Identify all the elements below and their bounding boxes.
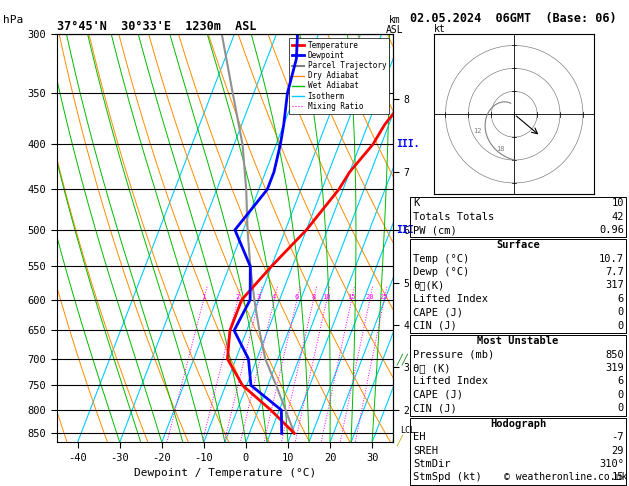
Text: ╱: ╱ — [396, 434, 402, 446]
Text: Dewp (°C): Dewp (°C) — [413, 267, 469, 277]
Text: kt: kt — [434, 24, 446, 34]
Text: 20: 20 — [365, 294, 374, 300]
Text: 10.7: 10.7 — [599, 254, 624, 264]
Text: PW (cm): PW (cm) — [413, 225, 457, 235]
Text: CAPE (J): CAPE (J) — [413, 307, 463, 317]
Text: 29: 29 — [611, 446, 624, 456]
Text: 0: 0 — [618, 390, 624, 400]
Text: StmDir: StmDir — [413, 459, 451, 469]
Text: CAPE (J): CAPE (J) — [413, 390, 463, 400]
Text: 1: 1 — [201, 294, 206, 300]
Text: Surface: Surface — [496, 240, 540, 250]
Text: 317: 317 — [605, 280, 624, 291]
Text: 15: 15 — [611, 472, 624, 483]
Text: SREH: SREH — [413, 446, 438, 456]
Text: 4: 4 — [272, 294, 276, 300]
Text: -7: -7 — [611, 433, 624, 442]
Text: 0: 0 — [618, 403, 624, 413]
Text: CIN (J): CIN (J) — [413, 403, 457, 413]
Text: 15: 15 — [347, 294, 356, 300]
Text: 10: 10 — [323, 294, 331, 300]
Text: 18: 18 — [496, 146, 504, 152]
Text: Most Unstable: Most Unstable — [477, 336, 559, 347]
Text: StmSpd (kt): StmSpd (kt) — [413, 472, 482, 483]
Text: 37°45'N  30°33'E  1230m  ASL: 37°45'N 30°33'E 1230m ASL — [57, 20, 256, 33]
Text: 6: 6 — [618, 377, 624, 386]
Text: Totals Totals: Totals Totals — [413, 212, 494, 222]
Text: Pressure (mb): Pressure (mb) — [413, 350, 494, 360]
Text: Lifted Index: Lifted Index — [413, 294, 488, 304]
Text: ╱╱: ╱╱ — [396, 353, 408, 364]
Text: 02.05.2024  06GMT  (Base: 06): 02.05.2024 06GMT (Base: 06) — [410, 12, 616, 25]
Text: θᴜ(K): θᴜ(K) — [413, 280, 445, 291]
Text: CIN (J): CIN (J) — [413, 321, 457, 330]
Text: 310°: 310° — [599, 459, 624, 469]
Text: 0.96: 0.96 — [599, 225, 624, 235]
Text: 3: 3 — [257, 294, 261, 300]
Legend: Temperature, Dewpoint, Parcel Trajectory, Dry Adiabat, Wet Adiabat, Isotherm, Mi: Temperature, Dewpoint, Parcel Trajectory… — [289, 38, 389, 114]
Text: 850: 850 — [605, 350, 624, 360]
Text: III.: III. — [396, 139, 420, 149]
Text: 12: 12 — [473, 127, 481, 134]
Text: 0: 0 — [618, 321, 624, 330]
Text: Lifted Index: Lifted Index — [413, 377, 488, 386]
Text: 10: 10 — [611, 198, 624, 208]
Text: 6: 6 — [618, 294, 624, 304]
Text: Hodograph: Hodograph — [490, 419, 546, 429]
Text: hPa: hPa — [3, 15, 23, 25]
Text: © weatheronline.co.uk: © weatheronline.co.uk — [504, 472, 627, 482]
Text: 7.7: 7.7 — [605, 267, 624, 277]
Text: Temp (°C): Temp (°C) — [413, 254, 469, 264]
Text: K: K — [413, 198, 420, 208]
Text: 2: 2 — [236, 294, 240, 300]
Text: LCL: LCL — [400, 426, 415, 434]
Text: 25: 25 — [380, 294, 389, 300]
Text: 6: 6 — [295, 294, 299, 300]
Text: 0: 0 — [618, 307, 624, 317]
Text: III: III — [396, 225, 414, 235]
Text: θᴜ (K): θᴜ (K) — [413, 363, 451, 373]
Text: 8: 8 — [311, 294, 316, 300]
Text: EH: EH — [413, 433, 426, 442]
Text: 42: 42 — [611, 212, 624, 222]
Text: 319: 319 — [605, 363, 624, 373]
X-axis label: Dewpoint / Temperature (°C): Dewpoint / Temperature (°C) — [134, 468, 316, 478]
Text: km
ASL: km ASL — [386, 15, 403, 35]
